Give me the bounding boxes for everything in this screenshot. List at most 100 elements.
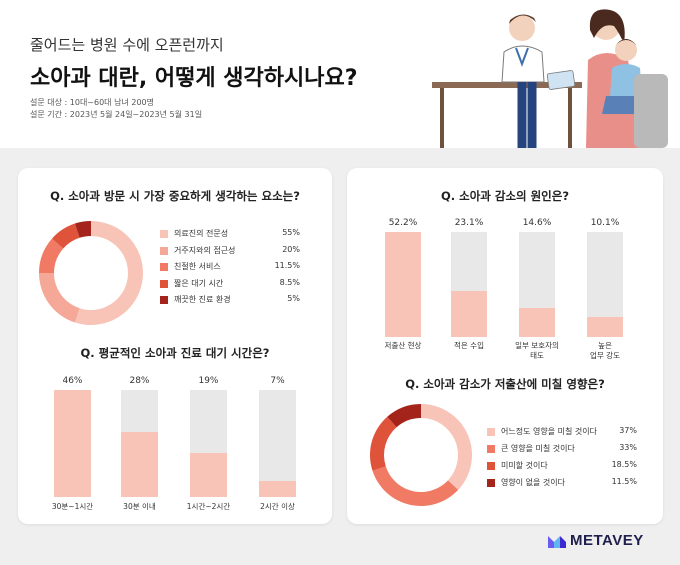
- bar: [190, 452, 227, 497]
- bar-category-label: 높은 업무 강도: [590, 341, 620, 360]
- donut-slice: [421, 404, 472, 490]
- right-card: Q. 소아과 감소의 원인은? 52.2% 저출산 현상 23.1% 적은 수입 14.…: [347, 168, 663, 524]
- legend-item: 영향이 없을 것이다 11.5%: [487, 476, 647, 490]
- bar-value-label: 52.2%: [388, 218, 418, 228]
- legend-swatch: [487, 462, 495, 470]
- bar-value-label: 19%: [198, 376, 219, 386]
- legend-value: 37%: [619, 426, 637, 435]
- bar-value-label: 14.6%: [522, 218, 552, 228]
- doctor-and-family-illustration: [432, 9, 668, 148]
- donut-slice: [74, 221, 143, 325]
- doctor-stethoscope: [515, 47, 529, 67]
- legend-value: 33%: [619, 443, 637, 452]
- page-title: 소아과 대란, 어떻게 생각하시나요?: [30, 66, 358, 91]
- donut-slice: [372, 466, 459, 506]
- bar-category-label: 30분~1시간: [51, 502, 94, 511]
- legend-label: 큰 영향을 미칠 것이다: [501, 444, 575, 453]
- survey-target: 설문 대상 : 10대~60대 남녀 200명: [30, 98, 154, 107]
- legend-label: 미미할 것이다: [501, 461, 548, 470]
- legend-value: 20%: [282, 244, 300, 254]
- bar-category-label: 30분 이내: [123, 502, 156, 511]
- bar-column: 7% 2시간 이상: [259, 168, 296, 524]
- donut-slice: [370, 416, 397, 471]
- bar: [451, 290, 487, 337]
- legend-item: 어느정도 영향을 미칠 것이다 37%: [487, 425, 647, 439]
- bar-category-label: 일부 보호자의 태도: [515, 341, 559, 360]
- doctor-hair: [509, 14, 536, 24]
- bar-value-label: 46%: [62, 376, 83, 386]
- legend-item: 거주지와의 접근성 20%: [160, 244, 310, 258]
- legend-swatch: [160, 246, 168, 255]
- table-top: [432, 82, 582, 88]
- bar-column: 10.1% 높은 업무 강도: [587, 168, 623, 524]
- donut-slice: [51, 223, 80, 249]
- legend-value: 5%: [287, 294, 300, 303]
- legend-item: 짧은 대기 시간 8.5%: [160, 277, 310, 291]
- legend-value: 8.5%: [279, 277, 300, 287]
- bar-value-label: 28%: [129, 376, 150, 386]
- doctor-legs: [517, 82, 537, 148]
- bar: [54, 390, 91, 497]
- legend-swatch: [160, 230, 168, 238]
- legend-item: 미미할 것이다 18.5%: [487, 459, 647, 473]
- bar-track: [519, 232, 555, 337]
- bar: [385, 232, 421, 337]
- q2-title: Q. 평균적인 소아과 진료 대기 시간은?: [80, 346, 270, 360]
- legend-swatch: [160, 279, 168, 288]
- legend-item: 큰 영향을 미칠 것이다 33%: [487, 442, 647, 456]
- bar: [121, 431, 158, 497]
- bar-column: 23.1% 적은 수입: [451, 168, 487, 524]
- donut-slice: [74, 221, 91, 238]
- q1-title: Q. 소아과 방문 시 가장 중요하게 생각하는 요소는?: [50, 189, 300, 203]
- legend-label: 의료진의 전문성: [174, 229, 229, 238]
- legend-swatch: [160, 296, 168, 304]
- legend-item: 친절한 서비스 11.5%: [160, 260, 310, 274]
- bar-track: [451, 232, 487, 337]
- bar-track: [54, 390, 91, 497]
- q3-bar-chart: 52.2% 저출산 현상 23.1% 적은 수입 14.6% 일부 보호자의 태도 10.1%…: [347, 168, 663, 524]
- bar-value-label: 10.1%: [590, 218, 620, 228]
- q1-donut-chart: [39, 221, 143, 325]
- bar: [519, 307, 555, 337]
- doctor-head: [509, 15, 535, 41]
- bar-track: [385, 232, 421, 337]
- bar-category-label: 2시간 이상: [260, 502, 295, 511]
- legend-label: 영향이 없을 것이다: [501, 478, 565, 487]
- legend-item: 의료진의 전문성 55%: [160, 227, 310, 241]
- header-subtitle: 줄어드는 병원 수에 오픈런까지: [30, 36, 224, 54]
- survey-period: 설문 기간 : 2023년 5월 24일~2023년 5월 31일: [30, 110, 203, 119]
- bar-column: 19% 1시간~2시간: [187, 168, 230, 524]
- bar-column: 14.6% 일부 보호자의 태도: [515, 168, 559, 524]
- bar-track: [190, 390, 227, 497]
- bar: [587, 316, 623, 337]
- child-head: [615, 39, 637, 61]
- chair: [634, 74, 668, 148]
- legend-swatch: [487, 445, 495, 453]
- bar-track: [259, 390, 296, 497]
- metavey-logo-icon: [548, 536, 566, 548]
- legend-value: 11.5%: [611, 477, 637, 486]
- bar-column: 46% 30분~1시간: [52, 168, 93, 524]
- legend-value: 11.5%: [274, 261, 300, 270]
- legend-label: 짧은 대기 시간: [174, 278, 224, 288]
- donut-slice: [387, 404, 421, 428]
- q3-title: Q. 소아과 감소의 원인은?: [440, 189, 570, 203]
- child-hair: [615, 39, 637, 46]
- legend-label: 거주지와의 접근성: [174, 245, 236, 255]
- donut-slice: [39, 238, 64, 273]
- legend-value: 18.5%: [611, 460, 637, 469]
- q4-donut-chart: [370, 404, 472, 506]
- bar-column: 28% 30분 이내: [121, 168, 158, 524]
- donut-slice: [39, 273, 80, 323]
- legend-item: 깨끗한 진료 환경 5%: [160, 293, 310, 307]
- left-card: Q. 소아과 방문 시 가장 중요하게 생각하는 요소는? 의료진의 전문성 55…: [18, 168, 332, 524]
- bar: [259, 480, 296, 497]
- bar-column: 52.2% 저출산 현상: [385, 168, 422, 524]
- q4-legend: 어느정도 영향을 미칠 것이다 37% 큰 영향을 미칠 것이다 33% 미미할 것이다…: [487, 425, 647, 495]
- q4-title: Q. 소아과 감소가 저출산에 미칠 영향은?: [405, 377, 605, 391]
- table-leg-right: [568, 88, 572, 148]
- bar-value-label: 7%: [270, 376, 285, 386]
- legend-label: 깨끗한 진료 환경: [174, 295, 231, 304]
- q2-bar-chart: 46% 30분~1시간 28% 30분 이내 19% 1시간~2시간 7% 2시간 이상: [18, 168, 332, 524]
- q1-legend: 의료진의 전문성 55% 거주지와의 접근성 20% 친절한 서비스 11.5% 짧은 대기…: [160, 227, 310, 317]
